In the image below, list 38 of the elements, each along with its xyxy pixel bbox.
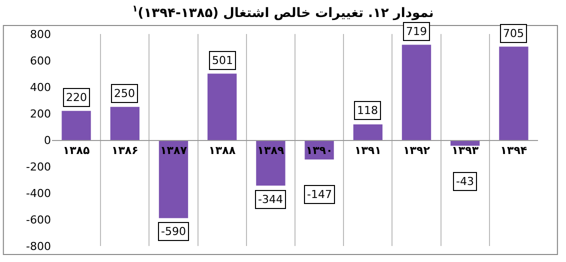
x-tick-label: ۱۳۸۹ (257, 144, 284, 158)
y-tick-label: -400 (26, 186, 51, 200)
data-label: -43 (456, 175, 474, 188)
data-label: 719 (406, 25, 427, 38)
bar (208, 74, 237, 140)
data-label: 220 (66, 91, 87, 104)
data-label: 250 (114, 87, 135, 100)
data-label: -147 (307, 188, 332, 201)
chart-title: نمودار ۱۲. تغییرات خالص اشتغال (۱۳۸۵-۱۳۹۴)$^{۱}$ (132, 4, 434, 21)
x-tick-label: ۱۳۹۰ (306, 144, 333, 158)
x-tick-label: ۱۳۸۵ (62, 144, 90, 158)
data-label: -344 (258, 193, 283, 206)
x-tick-label: ۱۳۸۸ (208, 144, 236, 158)
bar (499, 46, 528, 140)
x-tick-label: ۱۳۹۲ (403, 144, 430, 158)
y-tick-label: -200 (26, 160, 51, 174)
data-label: 501 (212, 54, 233, 67)
data-label: 118 (357, 104, 378, 117)
x-tick-label: ۱۳۹۱ (354, 144, 382, 158)
y-tick-label: 400 (30, 80, 51, 94)
y-tick-label: 0 (44, 134, 51, 147)
x-tick-label: ۱۳۹۳ (452, 144, 479, 158)
y-tick-label: 200 (30, 107, 51, 120)
bar (402, 44, 432, 140)
bar (62, 110, 91, 140)
x-tick-label: ۱۳۸۷ (160, 144, 188, 158)
y-tick-label: -800 (26, 240, 51, 253)
bar (353, 124, 382, 140)
y-tick-label: -600 (26, 213, 51, 226)
x-tick-label: ۱۳۸۶ (111, 144, 138, 158)
bar (110, 106, 140, 140)
x-tick-label: ۱۳۹۴ (500, 144, 528, 158)
data-label: -590 (161, 225, 186, 238)
y-tick-label: 800 (30, 28, 51, 41)
bar (158, 140, 188, 218)
data-label: 705 (503, 27, 524, 40)
bar (256, 140, 286, 186)
y-tick-label: 600 (30, 54, 51, 68)
